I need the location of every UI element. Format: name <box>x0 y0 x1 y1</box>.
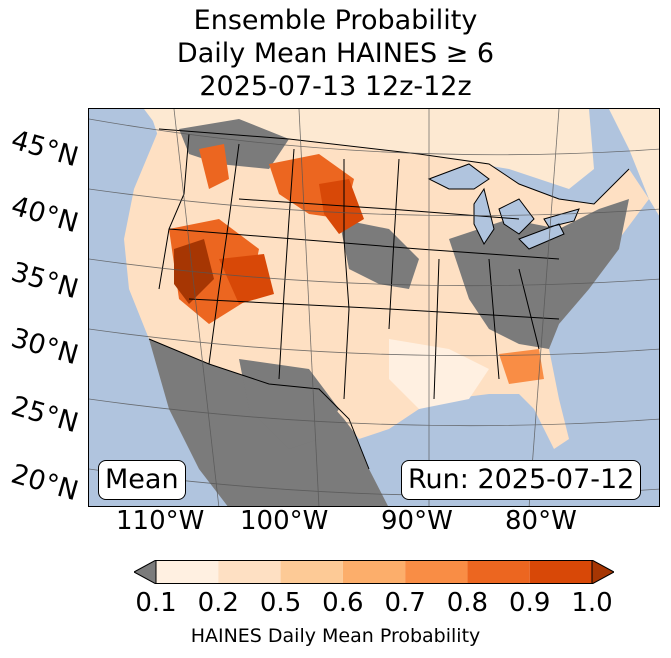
lon-label-110: 110°W <box>116 506 205 536</box>
hotspot-georgia <box>499 349 544 384</box>
colorbar-outline <box>155 560 593 584</box>
colorbar-under-arrow <box>134 560 157 584</box>
us-masked-east <box>449 199 629 349</box>
colorbar-cell <box>529 560 592 584</box>
lat-label-30: 30°N <box>7 322 82 372</box>
colorbar-cell <box>405 560 468 584</box>
lat-label-20: 20°N <box>7 458 82 508</box>
us-masked-south <box>239 359 339 449</box>
graticule <box>89 109 659 506</box>
colorbar-tick-label: 0.2 <box>197 588 239 618</box>
borders <box>148 128 630 470</box>
us-light-south <box>389 339 489 409</box>
lon-label-100: 100°W <box>240 506 329 536</box>
colorbar-tick-label: 0.8 <box>446 588 489 618</box>
us-masked-plains <box>339 219 419 289</box>
colorbar-over-arrow <box>591 560 614 584</box>
title-line-2: Daily Mean HAINES ≥ 6 <box>176 38 495 69</box>
colorbar-cell <box>280 560 343 584</box>
hotspot-colorado <box>219 254 274 304</box>
lat-label-45: 45°N <box>7 124 82 174</box>
hotspot-dakota <box>319 179 364 234</box>
lat-label-40: 40°N <box>7 190 82 240</box>
title-line-3: 2025-07-13 12z-12z <box>199 71 472 102</box>
colorbar-tick-label: 0.1 <box>135 588 177 618</box>
colorbar <box>134 560 614 584</box>
colorbar-label: HAINES Daily Mean Probability <box>190 625 481 647</box>
colorbar-tick-label: 0.5 <box>259 588 302 618</box>
lon-label-80: 80°W <box>505 506 577 536</box>
colorbar-tick-label: 0.7 <box>384 588 426 618</box>
mean-label: Mean <box>98 460 186 500</box>
hotspot-idaho <box>199 144 229 189</box>
run-date-label: Run: 2025-07-12 <box>401 460 642 500</box>
map-title: Ensemble Probability Daily Mean HAINES ≥… <box>0 4 671 103</box>
lat-label-25: 25°N <box>7 390 82 440</box>
colorbar-cell <box>218 560 281 584</box>
title-line-1: Ensemble Probability <box>193 5 478 36</box>
map-panel <box>88 108 660 507</box>
colorbar-cell <box>467 560 530 584</box>
lon-label-90: 90°W <box>381 506 453 536</box>
colorbar-cell <box>156 560 219 584</box>
colorbar-cell <box>342 560 406 584</box>
map-graphic <box>89 109 659 506</box>
great-lakes <box>427 163 580 250</box>
colorbar-tick-label: 1.0 <box>571 588 613 618</box>
colorbar-tick-label: 0.9 <box>509 588 551 618</box>
lat-label-35: 35°N <box>7 256 82 306</box>
colorbar-tick-label: 0.6 <box>322 588 364 618</box>
